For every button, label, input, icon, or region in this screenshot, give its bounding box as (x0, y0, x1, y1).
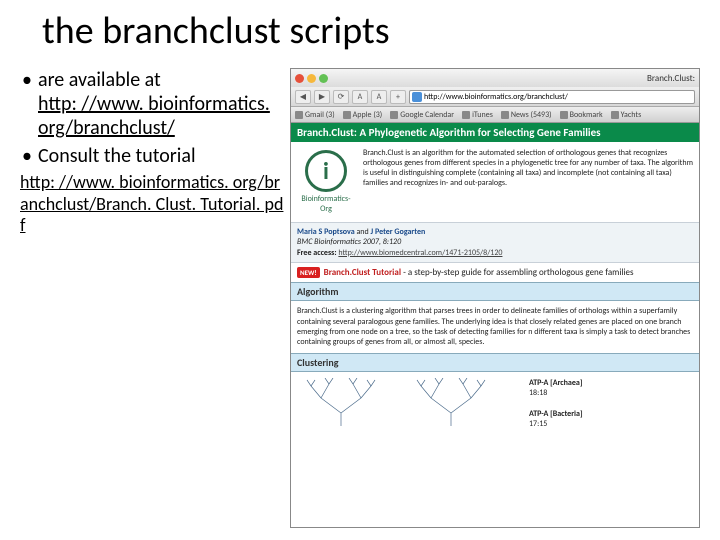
citation-access-label: Free access: (297, 248, 337, 258)
hero-text: Branch.Clust is an algorithm for the aut… (363, 148, 693, 216)
bookmark-item[interactable]: Google Calendar (390, 110, 454, 120)
titlebar: Branch.Clust: (291, 69, 699, 87)
toolbar: ◀ ▶ ⟳ A A + http://www.bioinformatics.or… (291, 87, 699, 107)
bullet-text: are available at (38, 68, 161, 92)
bookmarks-bar: Gmail (3) Apple (3) Google Calendar iTun… (291, 107, 699, 123)
page-banner: Branch.Clust: A Phylogenetic Algorithm f… (291, 123, 699, 142)
browser-window: Branch.Clust: ◀ ▶ ⟳ A A + http://www.bio… (290, 68, 700, 528)
bullet-available: are available at http: //www. bioinforma… (20, 68, 284, 140)
citation-author2: J Peter Gogarten (371, 227, 426, 237)
font-a-button[interactable]: A (352, 90, 368, 104)
bullet-consult: Consult the tutorial (20, 144, 284, 168)
hero-section: i Bioinformatics-Org Branch.Clust is an … (291, 142, 699, 222)
phylo-tree-icon (411, 378, 491, 428)
new-banner-text: - a step-by-step guide for assembling or… (401, 267, 634, 278)
add-button[interactable]: + (390, 90, 406, 104)
minimize-icon[interactable] (307, 74, 316, 83)
citation-journal: BMC Bioinformatics 2007, 8:120 (297, 237, 401, 247)
bookmark-icon (462, 111, 470, 119)
new-banner-bold[interactable]: Branch.Clust Tutorial (324, 267, 401, 278)
pdf-link[interactable]: http: //www. bioinformatics. org/branchc… (20, 172, 284, 237)
tree2-label: ATP-A [Bacteria] (529, 409, 583, 419)
reload-button[interactable]: ⟳ (333, 90, 349, 104)
url-bar[interactable]: http://www.bioinformatics.org/branchclus… (409, 90, 695, 104)
left-column: are available at http: //www. bioinforma… (0, 68, 290, 528)
bookmark-icon (390, 111, 398, 119)
window-title: Branch.Clust: (647, 73, 695, 84)
bullet-list: are available at http: //www. bioinforma… (20, 68, 284, 168)
bookmark-item[interactable]: Bookmark (560, 110, 603, 120)
phylo-tree-icon (301, 378, 381, 428)
info-gear-icon: i (305, 150, 347, 192)
bookmark-item[interactable]: Yachts (611, 110, 642, 120)
bookmark-icon (501, 111, 509, 119)
slide-body: are available at http: //www. bioinforma… (0, 68, 720, 528)
citation-link[interactable]: http://www.biomedcentral.com/1471-2105/8… (338, 248, 502, 258)
new-banner: NEW! Branch.Clust Tutorial - a step-by-s… (291, 263, 699, 282)
url-text: http://www.bioinformatics.org/branchclus… (424, 92, 568, 102)
algorithm-heading: Algorithm (291, 282, 699, 301)
tree-labels: ATP-A [Archaea] 18:18 ATP-A [Bacteria] 1… (529, 378, 583, 430)
back-button[interactable]: ◀ (295, 90, 311, 104)
citation-author1: Maria S Poptsova (297, 227, 355, 237)
bookmark-icon (560, 111, 568, 119)
tree2-count: 17:15 (529, 419, 583, 429)
bookmark-item[interactable]: Gmail (3) (295, 110, 335, 120)
bookmark-icon (611, 111, 619, 119)
maximize-icon[interactable] (319, 74, 328, 83)
citation-conj: and (355, 227, 371, 237)
tree1-label: ATP-A [Archaea] (529, 378, 583, 388)
slide-title: the branchclust scripts (0, 0, 720, 68)
site-icon (412, 92, 422, 102)
tree1-count: 18:18 (529, 388, 583, 398)
bookmark-item[interactable]: iTunes (462, 110, 493, 120)
new-badge-icon: NEW! (297, 267, 320, 278)
bookmark-icon (295, 111, 303, 119)
bookmark-item[interactable]: News (5493) (501, 110, 552, 120)
bookmark-item[interactable]: Apple (3) (343, 110, 383, 120)
citation-box: Maria S Poptsova and J Peter Gogarten BM… (291, 222, 699, 263)
bookmark-icon (343, 111, 351, 119)
forward-button[interactable]: ▶ (314, 90, 330, 104)
algorithm-text: Branch.Clust is a clustering algorithm t… (291, 301, 699, 353)
close-icon[interactable] (295, 74, 304, 83)
clustering-heading: Clustering (291, 353, 699, 372)
site-link[interactable]: http: //www. bioinformatics. org/branchc… (38, 92, 270, 140)
page-content: Branch.Clust: A Phylogenetic Algorithm f… (291, 123, 699, 435)
font-a2-button[interactable]: A (371, 90, 387, 104)
tree-diagrams: ATP-A [Archaea] 18:18 ATP-A [Bacteria] 1… (291, 372, 699, 436)
site-logo: i Bioinformatics-Org (297, 148, 355, 216)
logo-label: Bioinformatics-Org (297, 194, 355, 214)
